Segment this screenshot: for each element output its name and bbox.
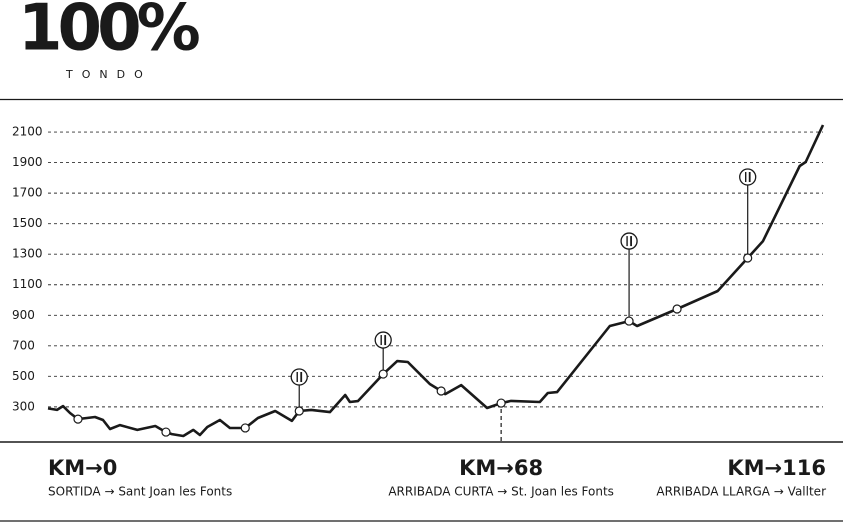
x-tick-caption: ARRIBADA CURTA → St. Joan les Fonts xyxy=(388,485,614,499)
waypoint xyxy=(436,386,446,396)
x-tick-caption: SORTIDA → Sant Joan les Fonts xyxy=(48,485,232,499)
food-icon xyxy=(739,168,757,186)
y-tick-label: 1100 xyxy=(12,277,43,291)
waypoint xyxy=(672,304,682,314)
y-tick-label: 300 xyxy=(12,399,35,413)
elevation-line xyxy=(47,124,825,438)
waypoint xyxy=(378,369,388,379)
y-tick-label: 1900 xyxy=(12,155,43,169)
y-tick-label: 1700 xyxy=(12,186,43,200)
y-tick-label: 1500 xyxy=(12,216,43,230)
food-icon xyxy=(620,232,638,250)
y-tick-label: 900 xyxy=(12,308,35,322)
waypoint xyxy=(743,253,753,263)
waypoint xyxy=(624,316,634,326)
x-tick-caption: ARRIBADA LLARGA → Vallter xyxy=(656,485,826,499)
brand-logo: 100% xyxy=(18,0,200,66)
food-icon xyxy=(374,331,392,349)
x-tick-label: KM→116 xyxy=(727,456,826,480)
x-tick-label: KM→68 xyxy=(459,456,543,480)
y-tick-label: 500 xyxy=(12,369,35,383)
brand-subtitle: TONDO xyxy=(65,68,152,81)
waypoint xyxy=(294,406,304,416)
food-icon xyxy=(290,368,308,386)
y-tick-label: 700 xyxy=(12,338,35,352)
y-tick-label: 1300 xyxy=(12,247,43,261)
waypoint xyxy=(73,414,83,424)
waypoint xyxy=(496,398,506,408)
x-tick-label: KM→0 xyxy=(48,456,117,480)
y-tick-label: 2100 xyxy=(12,125,43,139)
waypoint xyxy=(240,423,250,433)
waypoint xyxy=(161,427,171,437)
